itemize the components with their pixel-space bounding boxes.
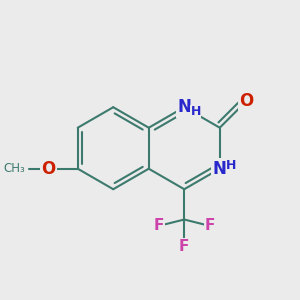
Text: O: O [239, 92, 254, 110]
Text: H: H [226, 159, 236, 172]
Text: N: N [213, 160, 227, 178]
Text: H: H [190, 105, 201, 118]
Text: F: F [205, 218, 215, 233]
Text: F: F [153, 218, 164, 233]
Text: N: N [177, 98, 191, 116]
Text: O: O [41, 160, 56, 178]
Text: F: F [179, 239, 189, 254]
Text: CH₃: CH₃ [4, 162, 25, 175]
